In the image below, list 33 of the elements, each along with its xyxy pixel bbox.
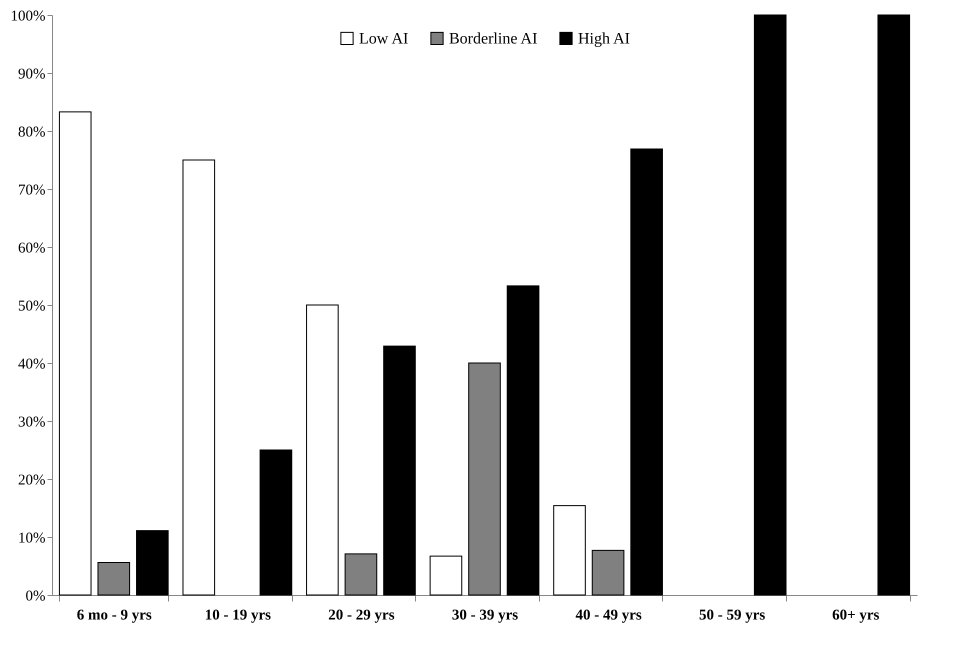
bar <box>260 450 292 596</box>
y-tick-label: 70% <box>18 182 46 198</box>
bar <box>506 285 540 596</box>
x-tick-label: 10 - 19 yrs <box>204 608 272 624</box>
bar <box>136 530 169 596</box>
x-tick-label: 60+ yrs <box>832 608 880 624</box>
y-tick-label: 0% <box>26 588 46 604</box>
bar <box>58 111 92 596</box>
y-tick-label: 50% <box>18 298 46 314</box>
x-tick-label: 50 - 59 yrs <box>699 608 766 624</box>
bar <box>306 304 339 596</box>
x-tick-label: 30 - 39 yrs <box>452 608 518 624</box>
x-tick-label: 6 mo - 9 yrs <box>76 608 152 624</box>
y-tick-label: 10% <box>18 530 46 546</box>
legend-label: High AI <box>578 30 630 48</box>
y-tick-label: 40% <box>18 356 46 372</box>
bar <box>553 505 586 596</box>
y-tick-label: 20% <box>18 472 46 488</box>
bar <box>630 148 663 596</box>
legend-label: Low AI <box>359 30 408 48</box>
y-tick-label: 30% <box>18 414 46 430</box>
bar <box>754 14 787 596</box>
bar <box>383 346 416 596</box>
bar <box>877 14 910 596</box>
bar <box>182 160 216 596</box>
legend-label: Borderline AI <box>449 30 538 48</box>
y-tick-label: 100% <box>10 8 46 24</box>
y-tick-label: 80% <box>18 124 46 140</box>
bar <box>430 556 462 596</box>
y-tick-label: 90% <box>18 66 46 82</box>
y-tick-label: 60% <box>18 240 46 256</box>
x-tick-label: 40 - 49 yrs <box>575 608 642 624</box>
x-tick-label: 20 - 29 yrs <box>328 608 395 624</box>
